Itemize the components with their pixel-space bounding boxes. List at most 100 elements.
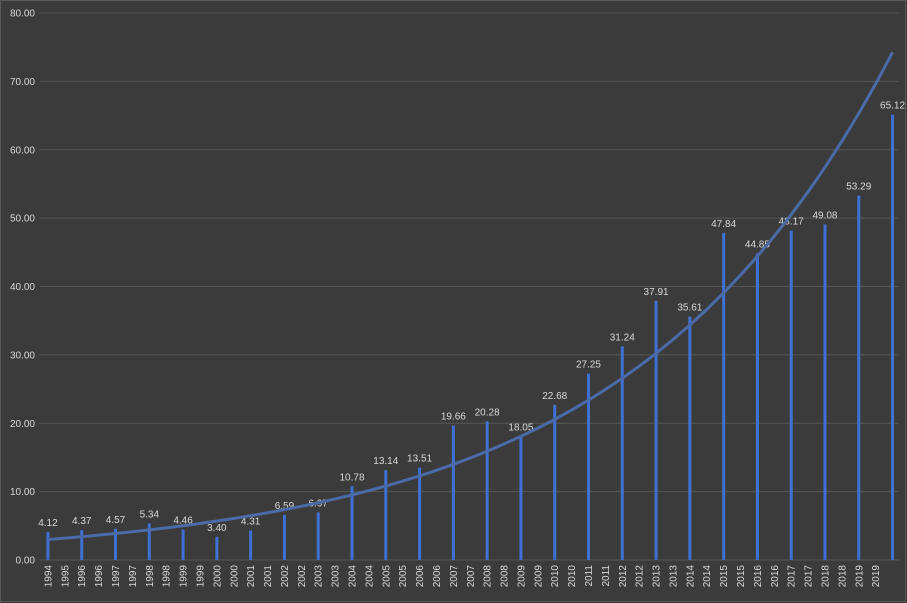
- data-label: 4.46: [173, 516, 193, 527]
- trendline: [47, 51, 894, 541]
- bar: [755, 253, 759, 560]
- bar: [688, 316, 692, 560]
- data-label: 4.37: [72, 516, 92, 527]
- x-tick-label: 1999: [179, 565, 190, 588]
- y-tick-label: 30.00: [10, 350, 35, 361]
- bar: [620, 346, 624, 560]
- bar: [384, 470, 388, 560]
- x-tick-label: 2001: [263, 565, 274, 588]
- bar: [46, 531, 50, 560]
- data-label: 49.08: [812, 210, 837, 221]
- y-tick-label: 0.00: [16, 556, 36, 567]
- x-tick-label: 2015: [719, 565, 730, 588]
- bar: [80, 530, 84, 560]
- bar: [586, 373, 590, 560]
- x-tick-label: 2003: [331, 565, 342, 588]
- data-label: 4.57: [106, 515, 126, 526]
- data-label: 13.14: [373, 456, 398, 467]
- x-tick-label: 2005: [398, 565, 409, 588]
- x-tick-label: 2018: [820, 565, 831, 588]
- bar: [823, 224, 827, 560]
- x-tick-label: 2016: [753, 565, 764, 588]
- x-tick-label: 2018: [837, 565, 848, 588]
- data-label: 27.25: [576, 360, 601, 371]
- x-tick-label: 2016: [770, 565, 781, 588]
- x-tick-label: 2014: [685, 565, 696, 588]
- data-label: 47.84: [711, 219, 736, 230]
- bar: [181, 529, 185, 560]
- x-tick-label: 1998: [145, 565, 156, 588]
- x-tick-label: 2014: [702, 565, 713, 588]
- y-tick-label: 80.00: [10, 9, 35, 20]
- data-label: 20.28: [475, 407, 500, 418]
- x-tick-label: 2009: [516, 565, 527, 588]
- bar: [553, 404, 557, 560]
- x-tick-label: 2019: [854, 565, 865, 588]
- x-tick-label: 2003: [314, 565, 325, 588]
- x-tick-label: 2005: [381, 565, 392, 588]
- data-label: 65.12: [880, 101, 905, 112]
- bar: [316, 512, 320, 560]
- data-label: 5.34: [140, 509, 160, 520]
- x-tick-label: 1997: [128, 565, 139, 588]
- x-tick-label: 2006: [415, 565, 426, 588]
- data-label: 13.51: [407, 454, 432, 465]
- data-label: 10.78: [339, 472, 364, 483]
- x-tick-label: 2008: [483, 565, 494, 588]
- x-tick-label: 2010: [550, 565, 561, 588]
- data-label: 6.59: [275, 501, 295, 512]
- x-tick-label: 2007: [449, 565, 460, 588]
- x-tick-label: 2000: [212, 565, 223, 588]
- bar: [215, 536, 219, 560]
- bar: [654, 300, 658, 560]
- bar: [147, 523, 151, 560]
- x-tick-label: 2017: [787, 565, 798, 588]
- bar: [789, 230, 793, 560]
- data-label: 53.29: [846, 182, 871, 193]
- x-tick-label: 2013: [652, 565, 663, 588]
- data-label: 18.05: [508, 423, 533, 434]
- data-label: 19.66: [441, 412, 466, 423]
- bar: [857, 195, 861, 560]
- y-tick-label: 10.00: [10, 487, 35, 498]
- bar: [722, 232, 726, 561]
- x-tick-label: 1998: [162, 565, 173, 588]
- bar: [418, 467, 422, 560]
- x-tick-label: 1995: [60, 565, 71, 588]
- data-label: 4.31: [241, 517, 261, 528]
- bar: [451, 425, 455, 560]
- x-tick-label: 2000: [229, 565, 240, 588]
- x-tick-label: 2008: [500, 565, 511, 588]
- x-tick-label: 1996: [94, 565, 105, 588]
- bar: [114, 528, 118, 560]
- x-tick-label: 1996: [77, 565, 88, 588]
- data-label: 4.12: [38, 518, 58, 529]
- x-tick-label: 1994: [43, 565, 54, 588]
- bar: [282, 514, 286, 560]
- bar: [891, 114, 895, 560]
- y-tick-label: 40.00: [10, 282, 35, 293]
- y-tick-label: 20.00: [10, 419, 35, 430]
- y-tick-label: 60.00: [10, 145, 35, 156]
- x-tick-label: 2011: [601, 565, 612, 587]
- x-tick-label: 2012: [635, 565, 646, 588]
- data-label: 44.85: [745, 239, 770, 250]
- data-label: 37.91: [644, 287, 669, 298]
- x-tick-label: 2010: [567, 565, 578, 588]
- x-tick-label: 2015: [736, 565, 747, 588]
- y-tick-label: 70.00: [10, 77, 35, 88]
- data-label: 31.24: [610, 332, 635, 343]
- data-label: 3.40: [207, 523, 227, 534]
- x-tick-label: 2006: [432, 565, 443, 588]
- x-tick-label: 2012: [618, 565, 629, 588]
- bar: [519, 436, 523, 560]
- bar: [249, 530, 253, 560]
- x-tick-label: 2007: [466, 565, 477, 588]
- bar: [350, 486, 354, 560]
- x-tick-label: 2002: [297, 565, 308, 588]
- x-tick-label: 2013: [668, 565, 679, 588]
- x-tick-label: 1999: [195, 565, 206, 588]
- x-tick-label: 2011: [584, 565, 595, 587]
- x-tick-label: 1997: [111, 565, 122, 588]
